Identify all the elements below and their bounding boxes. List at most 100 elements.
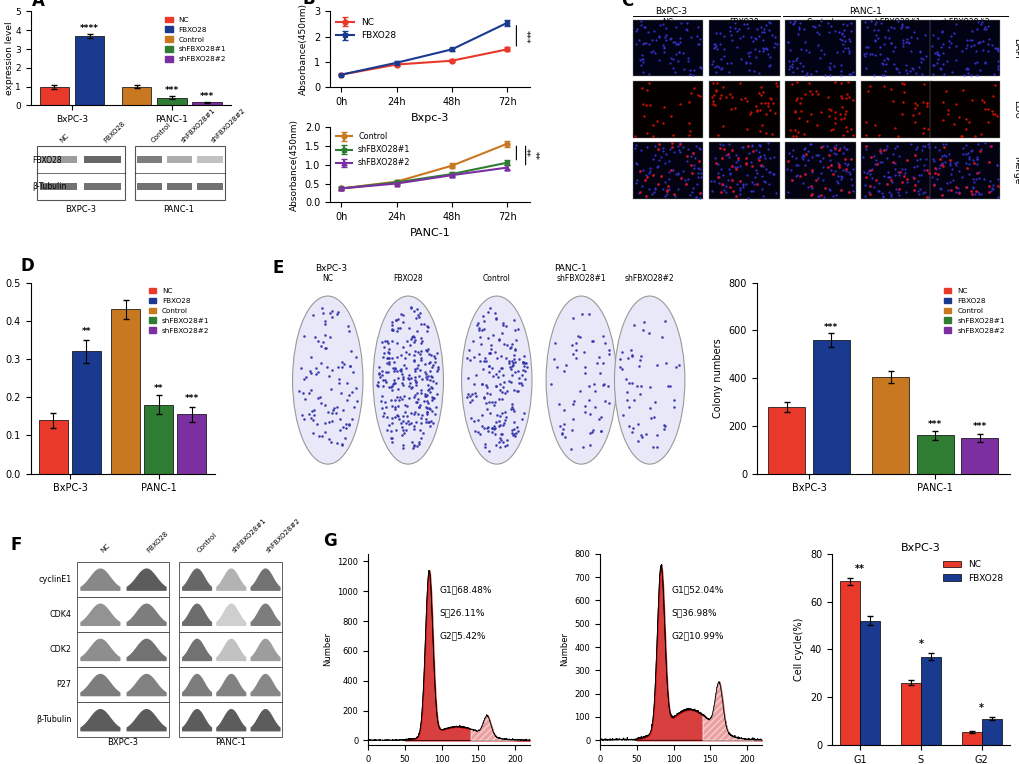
Text: β-Tubulin: β-Tubulin xyxy=(37,715,71,724)
Text: ***: *** xyxy=(972,422,986,431)
Text: β-Tubulin: β-Tubulin xyxy=(33,182,67,190)
Text: shFBXO28#1: shFBXO28#1 xyxy=(179,107,216,144)
Legend: NC, FBXO28: NC, FBXO28 xyxy=(941,558,1005,584)
Ellipse shape xyxy=(292,296,363,465)
Ellipse shape xyxy=(462,296,532,465)
Text: shFBXO28#2: shFBXO28#2 xyxy=(210,107,247,144)
Title: BxPC-3: BxPC-3 xyxy=(900,543,940,553)
Bar xyxy=(920,656,940,745)
Bar xyxy=(74,36,104,105)
Text: NC: NC xyxy=(100,542,111,554)
Bar xyxy=(812,340,849,474)
Legend: NC, FBXO28, Control, shFBXO28#1, shFBXO28#2: NC, FBXO28, Control, shFBXO28#1, shFBXO2… xyxy=(148,286,211,335)
Text: Control: Control xyxy=(150,121,172,144)
Text: CDK4: CDK4 xyxy=(50,610,71,619)
Point xyxy=(1014,24,1019,36)
Bar xyxy=(859,620,879,745)
Legend: NC, FBXO28, Control, shFBXO28#1, shFBXO28#2: NC, FBXO28, Control, shFBXO28#1, shFBXO2… xyxy=(164,15,227,63)
Text: shFBXO28#2: shFBXO28#2 xyxy=(625,274,674,283)
Text: G2：5.42%: G2：5.42% xyxy=(439,631,485,640)
Y-axis label: Absorbance(450nm): Absorbance(450nm) xyxy=(299,3,308,96)
Y-axis label: Number: Number xyxy=(559,633,569,666)
Bar xyxy=(193,102,221,105)
Bar xyxy=(961,732,980,745)
Text: *: * xyxy=(917,639,922,649)
Ellipse shape xyxy=(613,296,684,465)
Text: shFBXO28#2: shFBXO28#2 xyxy=(265,517,302,554)
Text: ***: *** xyxy=(927,419,942,429)
Text: F: F xyxy=(10,536,21,554)
Text: shFBXO28#2: shFBXO28#2 xyxy=(940,18,988,28)
Text: BxPC-3: BxPC-3 xyxy=(315,264,346,274)
Text: G: G xyxy=(323,533,336,550)
Text: S：26.11%: S：26.11% xyxy=(439,608,484,617)
Text: ***: *** xyxy=(521,30,530,44)
Ellipse shape xyxy=(545,296,615,465)
Bar xyxy=(144,405,173,474)
Text: EDU: EDU xyxy=(1011,100,1019,119)
Bar xyxy=(111,309,140,474)
Text: CDK2: CDK2 xyxy=(50,645,71,654)
Text: D: D xyxy=(20,257,34,275)
Text: shFBXO28#1: shFBXO28#1 xyxy=(230,517,267,554)
Point xyxy=(963,38,979,50)
Point xyxy=(906,3,922,15)
Bar xyxy=(40,86,69,105)
Legend: NC, FBXO28, Control, shFBXO28#1, shFBXO28#2: NC, FBXO28, Control, shFBXO28#1, shFBXO2… xyxy=(942,286,1005,335)
Y-axis label: Relative FBXO28
expression level: Relative FBXO28 expression level xyxy=(0,21,13,96)
Text: **: ** xyxy=(530,151,539,160)
Bar xyxy=(157,98,186,105)
Text: G2：10.99%: G2：10.99% xyxy=(671,631,722,640)
X-axis label: PANC-1: PANC-1 xyxy=(410,228,450,238)
Bar xyxy=(900,682,920,745)
Text: PANC-1: PANC-1 xyxy=(848,8,880,16)
Bar xyxy=(960,438,998,474)
Text: PANC-1: PANC-1 xyxy=(163,205,194,214)
Text: shFBXO28#1: shFBXO28#1 xyxy=(871,18,920,28)
Text: Merge: Merge xyxy=(1011,157,1019,185)
Text: NC: NC xyxy=(58,132,70,144)
Bar xyxy=(980,719,1001,745)
Text: ***: *** xyxy=(200,92,214,101)
Text: shFBXO28#1: shFBXO28#1 xyxy=(556,274,605,283)
Text: FBXO28: FBXO28 xyxy=(393,274,423,283)
Text: C: C xyxy=(621,0,633,10)
Bar xyxy=(916,435,953,474)
Text: Control: Control xyxy=(806,18,834,28)
Text: BXPC-3: BXPC-3 xyxy=(107,738,139,747)
Text: BxPC-3: BxPC-3 xyxy=(654,8,687,16)
Text: ****: **** xyxy=(81,24,99,33)
Text: B: B xyxy=(302,0,315,8)
Bar xyxy=(871,377,908,474)
Text: ***: *** xyxy=(165,86,179,96)
Text: E: E xyxy=(272,259,283,277)
Text: PANC-1: PANC-1 xyxy=(553,264,586,274)
Y-axis label: Absorbance(450nm): Absorbance(450nm) xyxy=(290,118,299,211)
Y-axis label: Number: Number xyxy=(323,633,331,666)
Bar xyxy=(72,351,101,474)
Text: cyclinE1: cyclinE1 xyxy=(39,575,71,584)
Text: G1：52.04%: G1：52.04% xyxy=(671,585,722,594)
Text: **: ** xyxy=(521,148,530,157)
Text: S：36.98%: S：36.98% xyxy=(671,608,716,617)
Y-axis label: Cell cycle(%): Cell cycle(%) xyxy=(794,618,803,681)
Bar xyxy=(840,581,859,745)
Text: **: ** xyxy=(854,565,864,575)
Text: **: ** xyxy=(82,327,91,336)
Bar xyxy=(122,86,151,105)
Y-axis label: Colony numbers: Colony numbers xyxy=(712,338,722,418)
Text: FBXO28: FBXO28 xyxy=(146,530,169,554)
Legend: Control, shFBXO28#1, shFBXO28#2: Control, shFBXO28#1, shFBXO28#2 xyxy=(333,131,412,169)
X-axis label: Bxpc-3: Bxpc-3 xyxy=(411,112,448,122)
Text: FBXO28: FBXO28 xyxy=(33,156,62,165)
Text: Control: Control xyxy=(482,274,511,283)
Legend: NC, FBXO28: NC, FBXO28 xyxy=(334,16,398,42)
Text: *: * xyxy=(978,704,983,714)
Text: BXPC-3: BXPC-3 xyxy=(65,205,96,214)
Text: FBXO28: FBXO28 xyxy=(103,120,126,144)
Text: NC: NC xyxy=(662,18,673,28)
Text: FBXO28: FBXO28 xyxy=(729,18,758,28)
Text: PANC-1: PANC-1 xyxy=(215,738,246,747)
Text: ***: *** xyxy=(184,394,199,403)
Text: G1：68.48%: G1：68.48% xyxy=(439,585,491,594)
